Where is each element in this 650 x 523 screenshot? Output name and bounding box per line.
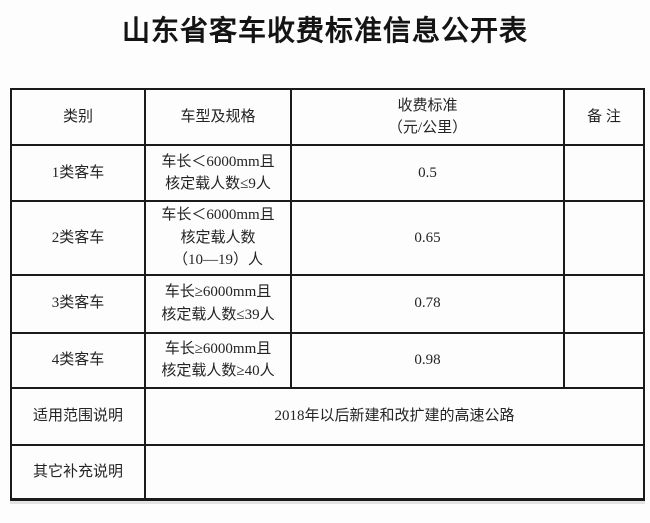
cell-spec: 车长＜6000mm且 核定载人数≤9人 bbox=[144, 144, 292, 202]
cell-category: 4类客车 bbox=[10, 331, 146, 389]
table-header-row: 类别 车型及规格 收费标准 （元/公里） 备 注 bbox=[10, 88, 645, 146]
header-category: 类别 bbox=[10, 88, 146, 146]
page-title: 山东省客车收费标准信息公开表 bbox=[121, 16, 528, 47]
table-row: 4类客车 车长≥6000mm且 核定载人数≥40人 0.98 bbox=[10, 331, 645, 389]
cell-rate: 0.98 bbox=[290, 331, 565, 389]
cell-remark bbox=[563, 273, 645, 334]
cell-remark bbox=[563, 331, 645, 389]
scope-row: 适用范围说明 2018年以后新建和改扩建的高速公路 bbox=[10, 386, 645, 446]
supplement-label: 其它补充说明 bbox=[10, 443, 146, 501]
cell-category: 3类客车 bbox=[10, 273, 146, 334]
header-vehicle-spec: 车型及规格 bbox=[144, 88, 292, 146]
supplement-value bbox=[144, 443, 645, 501]
cell-category: 2类客车 bbox=[10, 200, 146, 276]
cell-rate: 0.5 bbox=[290, 144, 565, 202]
cell-spec: 车长≥6000mm且 核定载人数≥40人 bbox=[144, 331, 292, 389]
scope-label: 适用范围说明 bbox=[10, 386, 146, 446]
table-row: 1类客车 车长＜6000mm且 核定载人数≤9人 0.5 bbox=[10, 144, 645, 202]
header-rate: 收费标准 （元/公里） bbox=[290, 88, 565, 146]
fee-table: 类别 车型及规格 收费标准 （元/公里） 备 注 1类客车 车长＜6000mm且… bbox=[10, 88, 645, 501]
scope-value: 2018年以后新建和改扩建的高速公路 bbox=[144, 386, 645, 446]
cell-remark bbox=[563, 144, 645, 202]
header-remark: 备 注 bbox=[563, 88, 645, 146]
cell-rate: 0.65 bbox=[290, 200, 565, 276]
cell-spec: 车长＜6000mm且 核定载人数 （10—19）人 bbox=[144, 200, 292, 276]
cell-category: 1类客车 bbox=[10, 144, 146, 202]
supplement-row: 其它补充说明 bbox=[10, 443, 645, 501]
table-row: 2类客车 车长＜6000mm且 核定载人数 （10—19）人 0.65 bbox=[10, 200, 645, 276]
table-row: 3类客车 车长≥6000mm且 核定载人数≤39人 0.78 bbox=[10, 273, 645, 334]
cell-spec: 车长≥6000mm且 核定载人数≤39人 bbox=[144, 273, 292, 334]
cell-rate: 0.78 bbox=[290, 273, 565, 334]
cell-remark bbox=[563, 200, 645, 276]
